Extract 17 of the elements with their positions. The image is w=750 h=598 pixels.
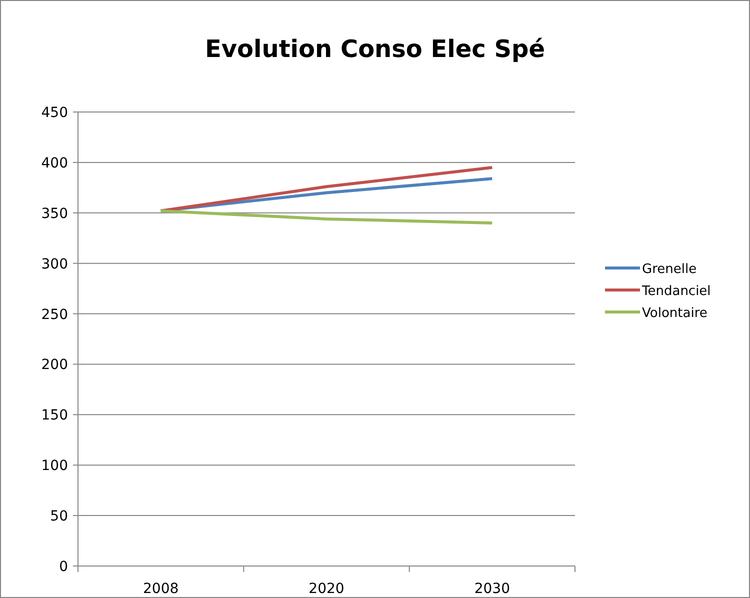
y-tick-label: 100 [41,458,68,474]
legend-label: Grenelle [642,262,697,277]
y-tick-label: 400 [41,155,68,172]
y-tick-label: 50 [50,508,68,525]
y-tick-label: 150 [41,408,68,424]
legend-label: Volontaire [642,306,708,321]
y-tick-label: 300 [41,256,68,272]
legend-label: Tendanciel [641,284,711,299]
x-tick-label: 2008 [143,581,179,597]
y-tick-label: 250 [41,306,68,323]
y-tick-label: 200 [41,357,68,374]
chart-title: Evolution Conso Elec Spé [204,35,546,63]
y-tick-label: 350 [41,206,68,222]
x-tick-label: 2020 [308,581,344,597]
x-tick-label: 2030 [474,581,510,597]
y-tick-label: 0 [59,559,68,575]
y-tick-label: 450 [41,105,68,121]
